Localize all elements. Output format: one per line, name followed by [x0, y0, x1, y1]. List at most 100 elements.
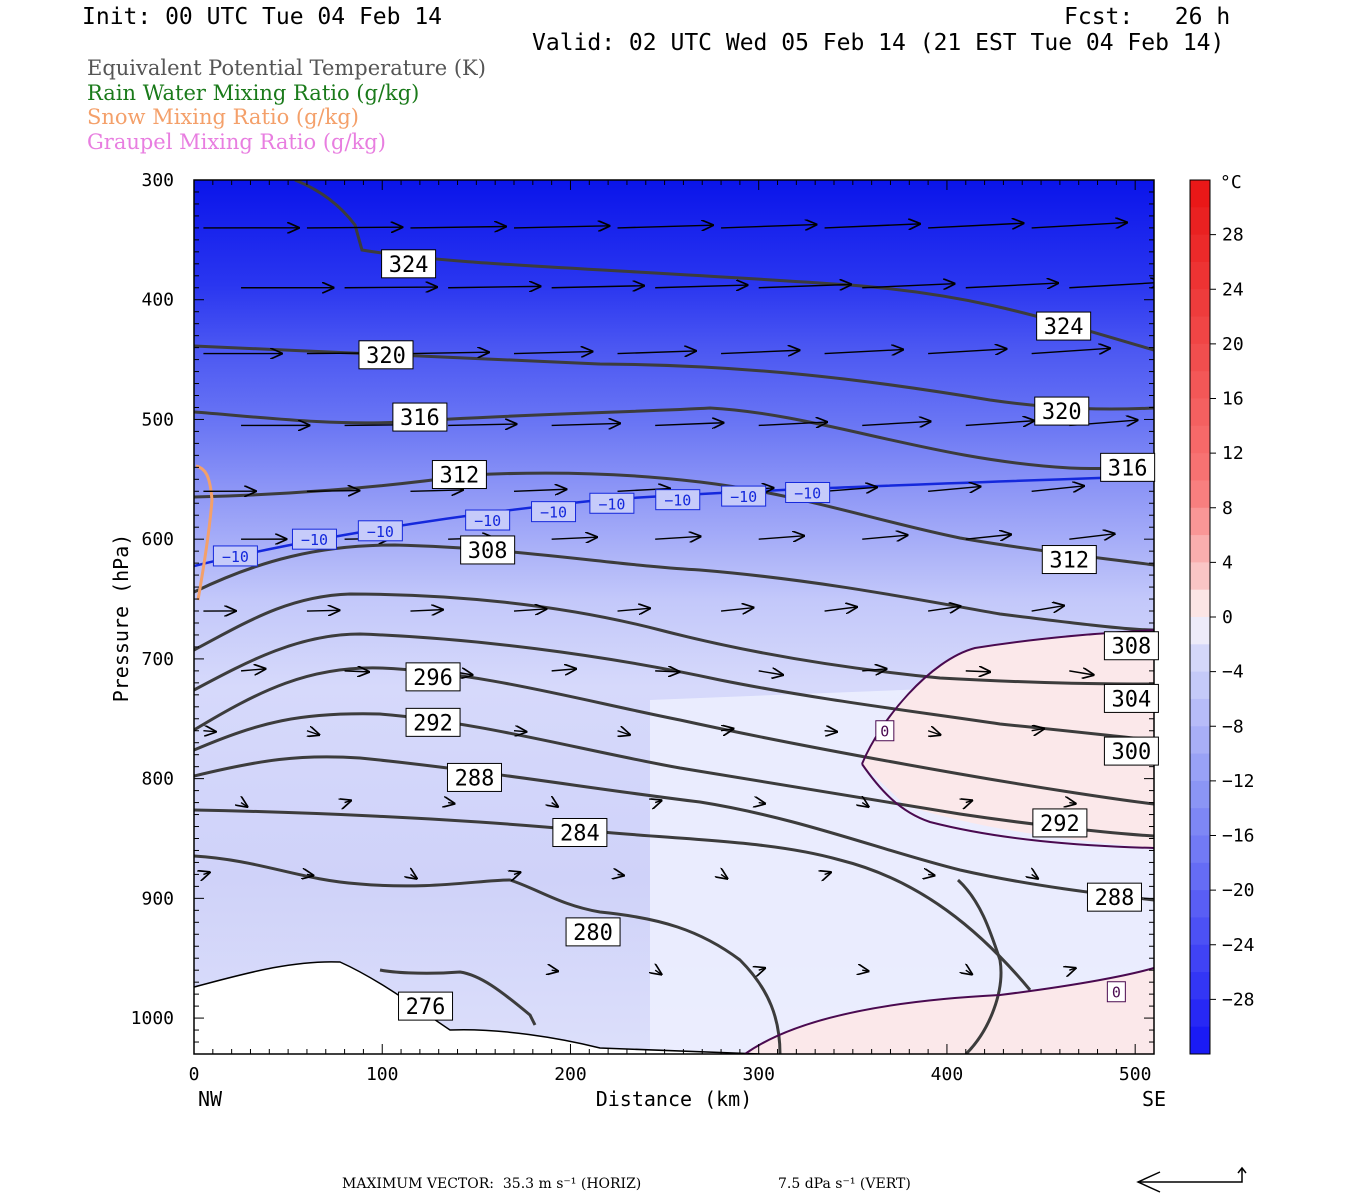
colorbar-tick-label: −4 — [1222, 662, 1244, 683]
colorbar-segment — [1190, 617, 1210, 645]
theta-e-contour-label: 312 — [1049, 549, 1089, 574]
wind-vector — [203, 731, 215, 732]
theta-e-contour-label: 288 — [455, 766, 495, 791]
colorbar-tick-label: −8 — [1222, 716, 1244, 737]
x-end-left-label: NW — [198, 1087, 223, 1111]
theta-e-contour-label: 288 — [1095, 886, 1135, 911]
wind-vector — [307, 874, 313, 875]
x-axis-label: Distance (km) — [596, 1087, 753, 1111]
colorbar-segment — [1190, 890, 1210, 918]
wind-vector — [759, 803, 765, 804]
colorbar-segment — [1190, 808, 1210, 836]
x-tick-label: 500 — [1119, 1064, 1152, 1085]
colorbar-segment — [1190, 262, 1210, 290]
colorbar-segment — [1190, 1027, 1210, 1055]
wind-vector — [862, 970, 868, 971]
colorbar-tick-label: −16 — [1222, 826, 1255, 847]
max-vector-vertical: 7.5 dPa s⁻¹ (VERT) — [778, 1176, 911, 1192]
wind-vector — [345, 287, 437, 288]
temperature-contour-label: −10 — [301, 531, 328, 549]
theta-e-contour-label: 304 — [1112, 687, 1152, 712]
theta-e-contour-label: 316 — [1108, 456, 1148, 481]
temperature-contour-label: −10 — [664, 492, 691, 510]
colorbar-tick-label: 0 — [1222, 607, 1233, 628]
y-tick-label: 800 — [141, 769, 174, 790]
theta-e-contour-label: 316 — [400, 406, 440, 431]
temperature-contour-label: −10 — [598, 495, 625, 513]
theta-e-contour-label: 308 — [1112, 635, 1152, 660]
colorbar-tick-label: 16 — [1222, 389, 1244, 410]
colorbar-segment — [1190, 836, 1210, 864]
colorbar-tick-label: 20 — [1222, 334, 1244, 355]
colorbar-segment — [1190, 399, 1210, 427]
wind-vector — [307, 227, 402, 228]
colorbar-segment — [1190, 344, 1210, 372]
colorbar-tick-label: −28 — [1222, 989, 1255, 1010]
colorbar-unit: °C — [1220, 172, 1242, 193]
colorbar-segment — [1190, 426, 1210, 454]
colorbar-segment — [1190, 453, 1210, 481]
theta-e-contour-label: 276 — [406, 995, 446, 1020]
x-tick-label: 0 — [189, 1064, 200, 1085]
theta-e-contour-label: 280 — [573, 921, 613, 946]
wind-vector — [1069, 803, 1075, 804]
wind-vector — [928, 874, 934, 875]
theta-e-contour-label: 312 — [440, 464, 480, 489]
wind-vector — [825, 731, 837, 732]
y-tick-label: 300 — [141, 170, 174, 191]
y-tick-label: 1000 — [131, 1008, 174, 1029]
colorbar-segment — [1190, 754, 1210, 782]
colorbar-segment — [1190, 317, 1210, 345]
theta-e-contour-label: 284 — [560, 822, 600, 847]
colorbar-tick-label: 4 — [1222, 552, 1233, 573]
theta-e-contour-label: 300 — [1112, 740, 1152, 765]
temperature-contour-label: 0 — [1112, 984, 1121, 1002]
temperature-contour-label: −10 — [222, 548, 249, 566]
colorbar-segment — [1190, 699, 1210, 727]
colorbar-tick-label: 12 — [1222, 443, 1244, 464]
temperature-contour-label: −10 — [367, 523, 394, 541]
colorbar-segment — [1190, 972, 1210, 1000]
reference-vector-icon — [1130, 1162, 1270, 1202]
theta-e-contour-label: 292 — [1040, 812, 1080, 837]
colorbar-segment — [1190, 917, 1210, 945]
wind-vector — [966, 671, 990, 672]
colorbar-tick-label: −20 — [1222, 880, 1255, 901]
temperature-contour-label: 0 — [880, 723, 889, 741]
colorbar-segment — [1190, 863, 1210, 891]
colorbar-segment — [1190, 371, 1210, 399]
max-vector-horizontal: MAXIMUM VECTOR: 35.3 m s⁻¹ (HORIZ) — [342, 1176, 641, 1192]
colorbar-segment — [1190, 235, 1210, 263]
wind-vector — [655, 671, 679, 672]
colorbar-segment — [1190, 535, 1210, 563]
wind-vector — [307, 491, 359, 492]
colorbar-tick-label: −12 — [1222, 771, 1255, 792]
colorbar-segment — [1190, 480, 1210, 508]
colorbar-segment — [1190, 726, 1210, 754]
cross-section-chart: 3243243203203163163123123083083043002962… — [0, 0, 1350, 1170]
colorbar-segment — [1190, 180, 1210, 208]
wind-vector — [514, 731, 526, 732]
wind-vector — [552, 970, 558, 971]
theta-e-contour-label: 324 — [389, 253, 429, 278]
colorbar-segment — [1190, 207, 1210, 235]
y-tick-label: 400 — [141, 290, 174, 311]
y-tick-label: 600 — [141, 529, 174, 550]
wind-vector — [618, 874, 624, 875]
colorbar-segment — [1190, 945, 1210, 973]
colorbar-tick-label: 28 — [1222, 225, 1244, 246]
theta-e-contour-label: 308 — [468, 539, 508, 564]
colorbar-segment — [1190, 781, 1210, 809]
colorbar-tick-label: 24 — [1222, 279, 1244, 300]
colorbar-tick-label: −24 — [1222, 935, 1255, 956]
x-end-right-label: SE — [1142, 1087, 1166, 1111]
theta-e-contour-label: 296 — [413, 666, 453, 691]
temperature-contour-label: −10 — [540, 504, 567, 522]
y-tick-label: 900 — [141, 888, 174, 909]
temperature-contour-label: −10 — [474, 512, 501, 530]
x-tick-label: 100 — [366, 1064, 399, 1085]
theta-e-contour-label: 320 — [1042, 400, 1082, 425]
x-tick-label: 300 — [742, 1064, 775, 1085]
y-axis-label: Pressure (hPa) — [109, 534, 133, 703]
colorbar-segment — [1190, 999, 1210, 1027]
